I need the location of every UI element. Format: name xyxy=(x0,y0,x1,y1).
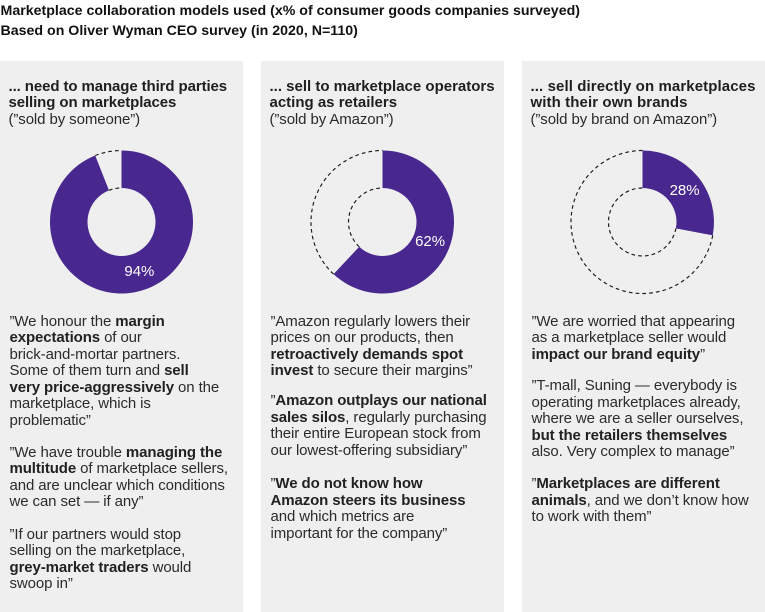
svg-text:28%: 28% xyxy=(669,182,699,199)
svg-text:94%: 94% xyxy=(124,263,154,280)
svg-text:62%: 62% xyxy=(415,233,445,250)
